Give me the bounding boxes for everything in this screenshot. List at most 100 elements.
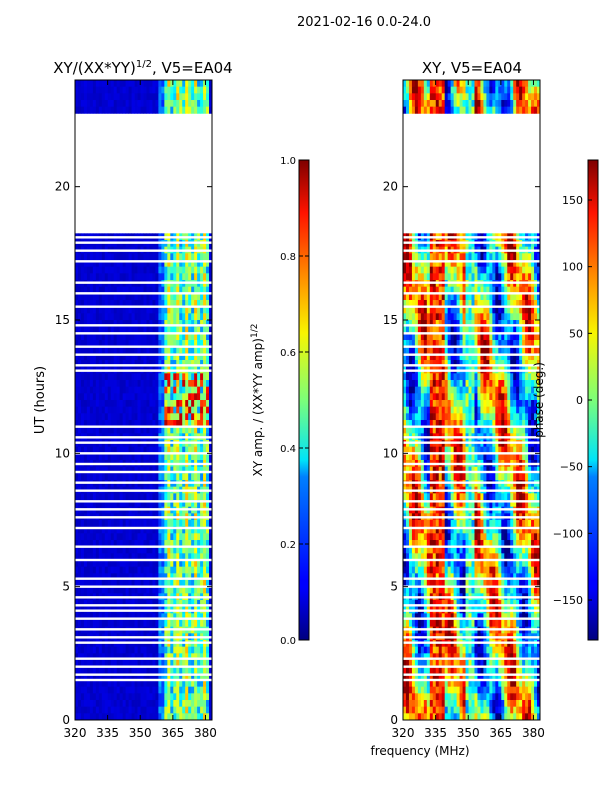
amplitude-colorbar: 0.0 0.2 0.4 0.6 0.8 1.0 XY amp. / (XX*YY amp)…: [250, 156, 310, 647]
flag-row: [75, 249, 212, 252]
colorbar-tick-label: −100: [553, 527, 583, 540]
flag-row: [403, 260, 540, 263]
flag-row: [75, 470, 212, 474]
flag-row: [403, 545, 540, 548]
x-tick-label: 335: [96, 726, 119, 740]
amplitude-x-ticks: 320 335 350 365 380: [64, 80, 217, 740]
flag-row: [403, 345, 540, 348]
flag-row: [403, 436, 540, 439]
flag-row: [75, 369, 212, 372]
flag-row: [403, 364, 540, 367]
y-tick-label: 15: [55, 313, 70, 327]
flag-row: [403, 673, 540, 676]
flag-row: [75, 452, 212, 455]
flag-row: [75, 628, 212, 631]
flag-row: [403, 678, 540, 682]
flag-row: [403, 516, 540, 519]
flag-row: [75, 260, 212, 263]
colorbar-tick-label: 1.0: [280, 156, 296, 167]
flag-row: [75, 585, 212, 588]
phase-y-ticks: 0 5 10 15 20: [383, 180, 540, 727]
flag-row: [75, 305, 212, 308]
flag-row: [403, 641, 540, 644]
y-tick-label: 0: [62, 713, 70, 727]
figure-suptitle: 2021-02-16 0.0-24.0: [297, 15, 431, 30]
y-tick-label: 5: [390, 580, 398, 594]
amplitude-y-axis-label: UT (hours): [33, 366, 48, 434]
y-tick-label: 10: [383, 446, 398, 460]
flag-row: [75, 324, 212, 327]
colorbar-tick-label: 150: [562, 194, 583, 207]
flag-row: [403, 609, 540, 612]
flag-row: [75, 364, 212, 367]
flag-row: [75, 558, 212, 562]
colorbar-tick-label: 0.2: [280, 540, 296, 551]
colorbar-tick-label: 0: [576, 394, 583, 407]
y-tick-label: 10: [55, 446, 70, 460]
flag-row: [403, 489, 540, 492]
flag-row: [403, 470, 540, 474]
flag-row: [403, 617, 540, 620]
x-tick-label: 380: [194, 726, 217, 740]
flag-row: [75, 462, 212, 466]
amplitude-colorbar-label: XY amp. / (XX*YY amp)1/2: [250, 324, 265, 477]
flag-row: [403, 425, 540, 428]
flag-row: [403, 628, 540, 631]
x-tick-label: 320: [64, 726, 87, 740]
flag-row: [75, 353, 212, 356]
x-tick-label: 320: [392, 726, 415, 740]
flag-row: [75, 236, 212, 239]
x-tick-label: 365: [161, 726, 184, 740]
flag-row: [75, 292, 212, 295]
phase-heatmap: [403, 80, 541, 721]
flag-row: [75, 425, 212, 428]
flag-row: [75, 596, 212, 599]
flag-row: [403, 462, 540, 466]
flag-row: [403, 452, 540, 455]
phase-panel: XY, V5=EA04 320 335 350 365 380 0 5 10 15 20: [383, 59, 545, 740]
flag-row: [75, 489, 212, 492]
flag-row: [403, 353, 540, 356]
x-tick-label: 350: [129, 726, 152, 740]
colorbar-tick-label: 50: [569, 327, 583, 340]
flag-row: [75, 345, 212, 348]
flag-row: [75, 665, 212, 668]
flag-row: [75, 545, 212, 548]
amplitude-flag-rows: [75, 236, 212, 682]
flag-row: [75, 604, 212, 607]
flag-row: [403, 558, 540, 562]
flag-row: [403, 241, 540, 244]
phase-flag-rows: [403, 236, 540, 682]
flag-row: [75, 673, 212, 676]
phase-colorbar-label: phase (deg.): [532, 362, 546, 438]
colorbar-tick-label: 100: [562, 261, 583, 274]
colorbar-tick-label: 0.8: [280, 252, 296, 263]
flag-row: [75, 332, 212, 335]
shared-x-axis-label: frequency (MHz): [370, 744, 469, 758]
flag-row: [403, 441, 540, 444]
amplitude-panel: XY/(XX*YY)1/2, V5=EA04 320 335 350 365 380 0…: [33, 59, 233, 740]
flag-row: [403, 508, 540, 511]
flag-row: [403, 604, 540, 607]
phase-colorbar: 150 100 50 0 −50 −100 −150 phase (deg.): [532, 159, 599, 641]
flag-row: [403, 657, 540, 660]
y-tick-label: 5: [62, 580, 70, 594]
x-tick-label: 335: [424, 726, 447, 740]
flag-row: [403, 281, 540, 284]
flag-row: [403, 305, 540, 308]
flag-row: [403, 665, 540, 668]
flag-row: [75, 481, 212, 484]
x-tick-label: 380: [522, 726, 545, 740]
flag-row: [403, 332, 540, 335]
flag-row: [75, 636, 212, 639]
flag-row: [403, 526, 540, 530]
colorbar-tick-label: 0.4: [280, 444, 296, 455]
flag-row: [75, 241, 212, 244]
flag-row: [75, 617, 212, 620]
flag-row: [403, 369, 540, 372]
flag-row: [403, 596, 540, 599]
amplitude-y-ticks: 0 5 10 15 20: [55, 180, 212, 727]
y-tick-label: 20: [55, 180, 70, 194]
flag-row: [75, 641, 212, 644]
